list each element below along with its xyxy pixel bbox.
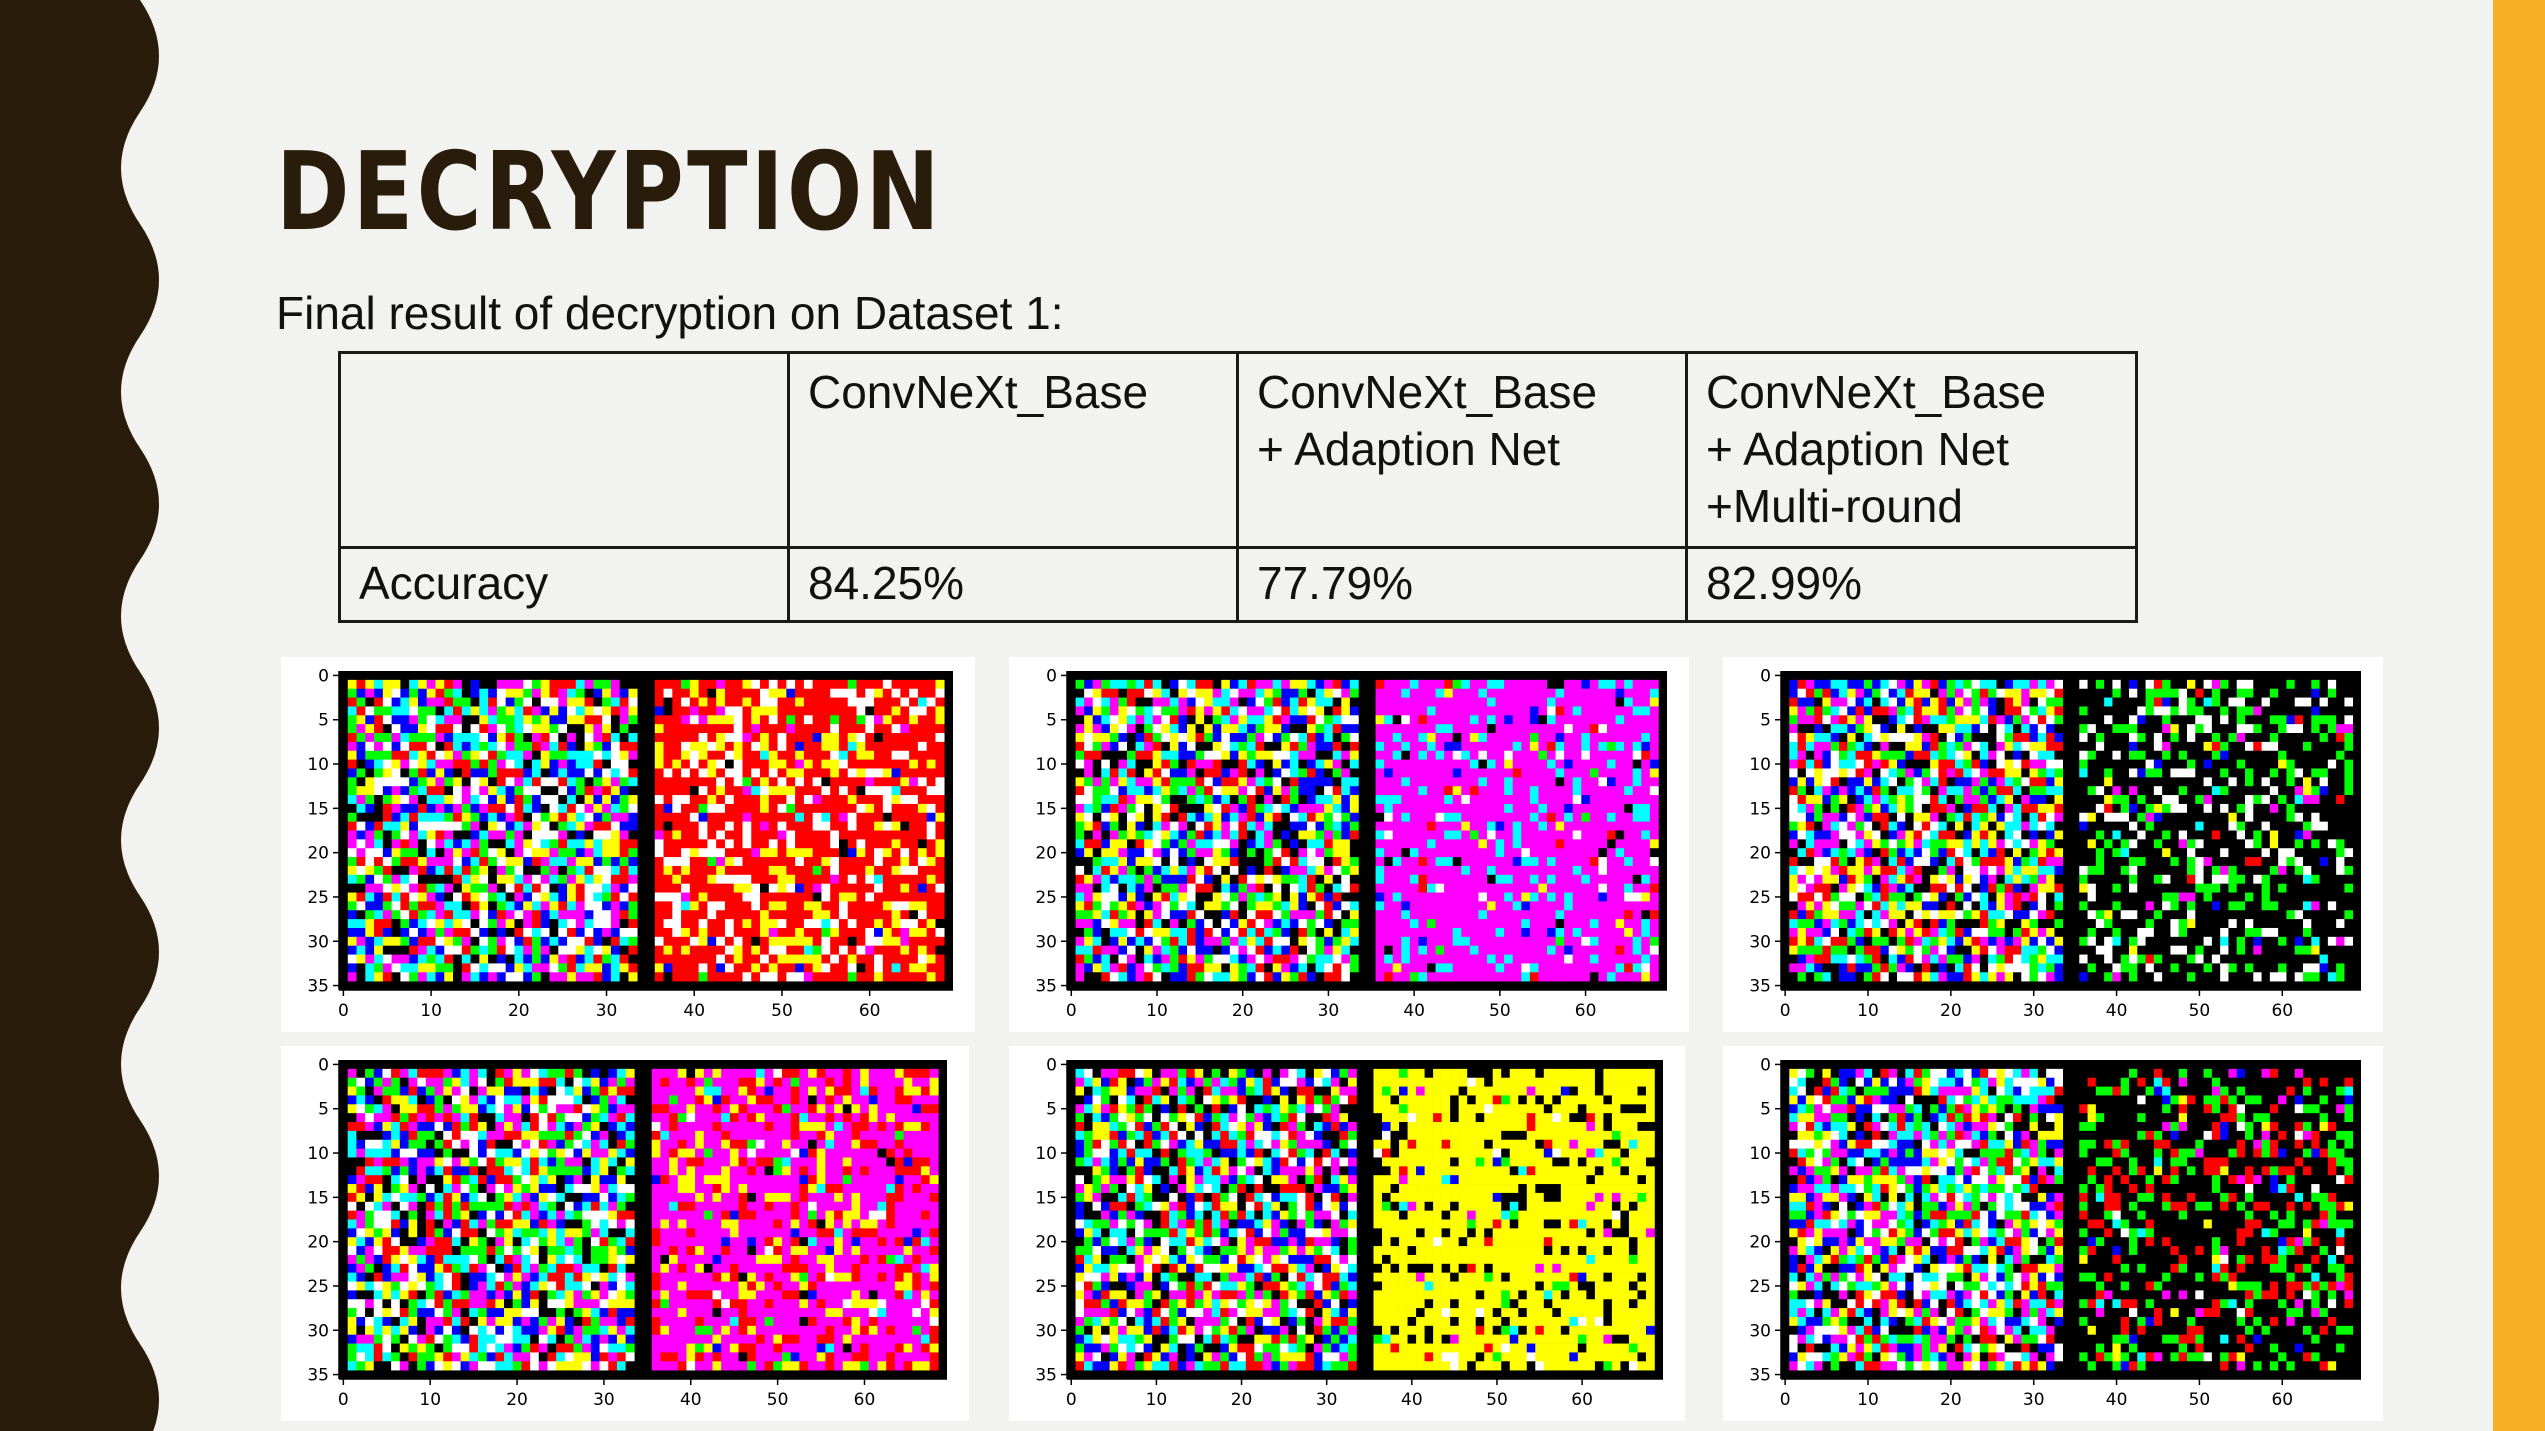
svg-text:25: 25 bbox=[1035, 888, 1057, 908]
table-header-cell-convnext: ConvNeXt_Base bbox=[787, 351, 1239, 549]
table-header-row: ConvNeXt_Base ConvNeXt_Base + Adaption N… bbox=[338, 351, 2138, 549]
table-row: Accuracy 84.25% 77.79% 82.99% bbox=[338, 546, 2138, 623]
slide-title: DECRYPTION bbox=[276, 130, 943, 255]
svg-text:40: 40 bbox=[683, 1001, 705, 1021]
table-header-cell-adaption: ConvNeXt_Base + Adaption Net bbox=[1236, 351, 1688, 549]
svg-text:30: 30 bbox=[307, 932, 329, 952]
svg-text:35: 35 bbox=[307, 977, 329, 997]
left-wave-decoration bbox=[0, 0, 159, 1431]
plot-image-3: 0 5 10 15 20 25 30 35 0 10 20 30 40 50 60 bbox=[1723, 657, 2383, 1032]
svg-text:15: 15 bbox=[1035, 799, 1057, 819]
svg-text:20: 20 bbox=[1232, 1001, 1254, 1021]
plot-image-1: 0 5 10 15 20 25 30 35 0 10 20 30 40 50 60 bbox=[281, 657, 975, 1032]
svg-text:50: 50 bbox=[771, 1001, 793, 1021]
svg-text:35: 35 bbox=[1035, 977, 1057, 997]
svg-text:0: 0 bbox=[338, 1001, 349, 1021]
svg-text:50: 50 bbox=[1489, 1001, 1511, 1021]
svg-text:5: 5 bbox=[1046, 711, 1057, 731]
header-line: +Multi-round bbox=[1706, 480, 1963, 532]
svg-text:20: 20 bbox=[307, 844, 329, 864]
header-line: + Adaption Net bbox=[1257, 423, 1561, 475]
svg-text:0: 0 bbox=[1046, 666, 1057, 686]
svg-text:60: 60 bbox=[1575, 1001, 1597, 1021]
header-line: ConvNeXt_Base bbox=[1257, 366, 1598, 418]
right-accent-bar bbox=[2493, 0, 2545, 1431]
svg-text:10: 10 bbox=[307, 755, 329, 775]
svg-text:20: 20 bbox=[508, 1001, 530, 1021]
header-line: ConvNeXt_Base bbox=[808, 366, 1149, 418]
slide-subtitle: Final result of decryption on Dataset 1: bbox=[276, 287, 1064, 339]
svg-text:10: 10 bbox=[1035, 755, 1057, 775]
table-header-cell-multiround: ConvNeXt_Base + Adaption Net +Multi-roun… bbox=[1685, 351, 2138, 549]
header-line: ConvNeXt_Base bbox=[1706, 366, 2047, 418]
svg-text:15: 15 bbox=[307, 799, 329, 819]
svg-text:5: 5 bbox=[318, 711, 329, 731]
table-cell-value: 77.79% bbox=[1236, 546, 1688, 623]
table-cell-value: 82.99% bbox=[1685, 546, 2138, 623]
table-header-cell-empty bbox=[338, 351, 790, 549]
table-row-label: Accuracy bbox=[338, 546, 790, 623]
svg-text:20: 20 bbox=[1035, 844, 1057, 864]
plot-image-2: 0 5 10 15 20 25 30 35 0 10 20 30 40 50 60 bbox=[1009, 657, 1689, 1032]
table-cell-value: 84.25% bbox=[787, 546, 1239, 623]
svg-text:40: 40 bbox=[1403, 1001, 1425, 1021]
svg-text:0: 0 bbox=[318, 666, 329, 686]
plot-image-6: 0 5 10 15 20 25 30 35 0 10 20 30 40 50 60 bbox=[1723, 1046, 2383, 1421]
svg-text:10: 10 bbox=[1146, 1001, 1168, 1021]
results-table: ConvNeXt_Base ConvNeXt_Base + Adaption N… bbox=[338, 351, 2138, 623]
svg-text:60: 60 bbox=[859, 1001, 881, 1021]
svg-text:30: 30 bbox=[1318, 1001, 1340, 1021]
svg-text:30: 30 bbox=[596, 1001, 618, 1021]
plot-image-4: 0 5 10 15 20 25 30 35 0 10 20 30 40 50 60 bbox=[281, 1046, 969, 1421]
header-line: + Adaption Net bbox=[1706, 423, 2010, 475]
plot-image-5: 0 5 10 15 20 25 30 35 0 10 20 30 40 50 60 bbox=[1009, 1046, 1685, 1421]
svg-text:0: 0 bbox=[1066, 1001, 1077, 1021]
svg-text:25: 25 bbox=[307, 888, 329, 908]
svg-text:10: 10 bbox=[420, 1001, 442, 1021]
svg-text:30: 30 bbox=[1035, 932, 1057, 952]
